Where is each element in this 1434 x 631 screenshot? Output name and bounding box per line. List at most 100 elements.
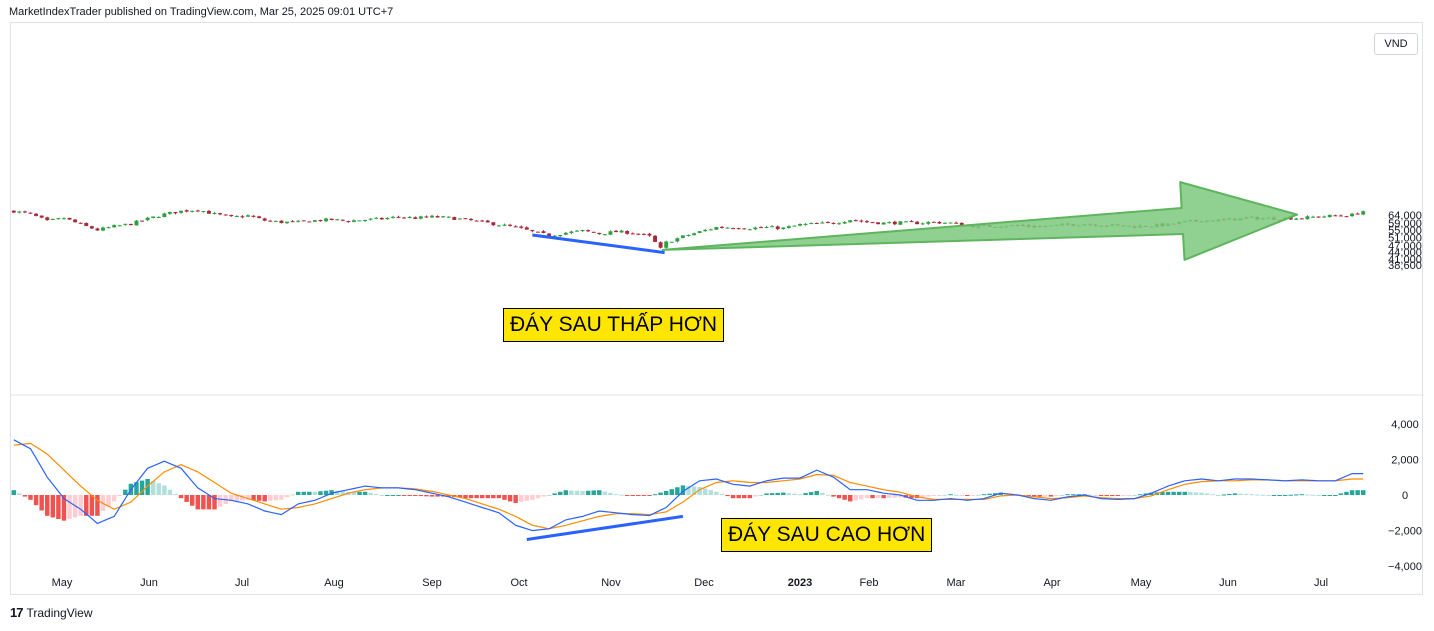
candle-up[interactable]	[563, 232, 568, 235]
candle-down[interactable]	[508, 224, 513, 226]
candle-down[interactable]	[218, 213, 223, 215]
candle-up[interactable]	[234, 216, 239, 218]
candle-down[interactable]	[547, 233, 552, 237]
candle-up[interactable]	[575, 230, 579, 232]
candle-up[interactable]	[943, 222, 947, 224]
candle-down[interactable]	[591, 231, 596, 233]
candle-up[interactable]	[117, 225, 122, 227]
candle-up[interactable]	[898, 221, 903, 225]
candle-down[interactable]	[396, 216, 401, 218]
candle-up[interactable]	[368, 218, 373, 220]
candle-down[interactable]	[1299, 218, 1304, 220]
candle-down[interactable]	[524, 227, 529, 230]
candle-down[interactable]	[636, 233, 641, 235]
candle-up[interactable]	[374, 217, 379, 219]
candle-up[interactable]	[1361, 211, 1366, 215]
candle-up[interactable]	[904, 221, 908, 223]
candle-up[interactable]	[151, 216, 156, 219]
candle-up[interactable]	[357, 220, 362, 222]
candle-down[interactable]	[892, 221, 897, 225]
candle-down[interactable]	[959, 222, 964, 226]
candle-up[interactable]	[112, 225, 117, 228]
candle-down[interactable]	[290, 221, 295, 223]
candle-up[interactable]	[770, 226, 775, 228]
candle-up[interactable]	[714, 227, 719, 230]
candle-up[interactable]	[809, 223, 814, 225]
candle-up[interactable]	[418, 216, 423, 219]
candle-down[interactable]	[184, 210, 189, 212]
candle-up[interactable]	[725, 227, 730, 229]
candle-up[interactable]	[781, 227, 786, 230]
candle-down[interactable]	[340, 219, 345, 221]
candle-down[interactable]	[251, 215, 256, 217]
candle-up[interactable]	[101, 227, 105, 231]
candle-up[interactable]	[391, 216, 395, 218]
candle-down[interactable]	[759, 227, 763, 229]
candle-down[interactable]	[463, 218, 468, 220]
candle-down[interactable]	[73, 219, 78, 223]
candle-down[interactable]	[491, 222, 496, 226]
candle-down[interactable]	[535, 231, 540, 233]
candle-down[interactable]	[931, 221, 936, 223]
candle-up[interactable]	[1322, 216, 1327, 218]
candle-up[interactable]	[948, 222, 953, 224]
candle-down[interactable]	[731, 228, 736, 230]
candle-up[interactable]	[1294, 218, 1299, 220]
candle-up[interactable]	[686, 235, 691, 237]
price-divergence-line[interactable]	[532, 233, 665, 255]
candle-up[interactable]	[324, 218, 329, 222]
candle-up[interactable]	[335, 219, 340, 221]
candle-up[interactable]	[1305, 216, 1310, 220]
candle-up[interactable]	[803, 223, 808, 225]
candle-down[interactable]	[452, 217, 457, 220]
candle-up[interactable]	[747, 229, 752, 231]
candle-up[interactable]	[246, 215, 250, 217]
candle-down[interactable]	[140, 220, 144, 222]
candle-up[interactable]	[820, 222, 825, 224]
candle-up[interactable]	[669, 241, 674, 243]
candle-up[interactable]	[441, 216, 446, 218]
candle-down[interactable]	[630, 233, 635, 235]
candle-up[interactable]	[430, 215, 434, 218]
candle-up[interactable]	[837, 223, 842, 225]
candle-up[interactable]	[708, 229, 713, 231]
candle-down[interactable]	[128, 223, 133, 226]
candle-down[interactable]	[1344, 216, 1349, 218]
candle-up[interactable]	[602, 234, 607, 236]
candle-up[interactable]	[179, 210, 184, 213]
candle-down[interactable]	[541, 231, 546, 233]
candle-down[interactable]	[435, 216, 440, 218]
candle-down[interactable]	[173, 212, 178, 214]
candle-down[interactable]	[318, 219, 323, 222]
candle-down[interactable]	[262, 218, 267, 221]
candle-down[interactable]	[736, 228, 741, 230]
candle-down[interactable]	[658, 242, 663, 248]
macd-line[interactable]	[13, 439, 1364, 532]
candle-up[interactable]	[887, 222, 892, 224]
candle-down[interactable]	[195, 210, 200, 212]
candle-down[interactable]	[775, 226, 780, 230]
candle-up[interactable]	[496, 225, 501, 227]
candle-down[interactable]	[909, 221, 914, 223]
candle-down[interactable]	[268, 220, 273, 222]
candle-down[interactable]	[279, 220, 284, 224]
candle-down[interactable]	[28, 212, 33, 214]
candle-down[interactable]	[1355, 213, 1360, 215]
candle-up[interactable]	[920, 223, 925, 225]
candle-down[interactable]	[831, 222, 836, 224]
candle-down[interactable]	[597, 232, 602, 235]
candle-down[interactable]	[474, 220, 479, 222]
chart-frame[interactable]: 38,600 41,000 44,000 47,000 51,000 55,000 59,0…	[10, 22, 1424, 595]
candle-up[interactable]	[106, 227, 111, 229]
candle-up[interactable]	[558, 234, 563, 237]
candle-up[interactable]	[619, 230, 624, 233]
candle-down[interactable]	[641, 233, 646, 235]
candle-down[interactable]	[11, 210, 16, 213]
currency-badge[interactable]: VND	[1374, 33, 1418, 55]
candle-up[interactable]	[753, 227, 758, 230]
macd-divergence-line[interactable]	[526, 514, 684, 541]
candle-up[interactable]	[1350, 213, 1355, 217]
candle-up[interactable]	[1311, 216, 1315, 218]
candle-down[interactable]	[329, 218, 334, 221]
candle-up[interactable]	[385, 217, 390, 220]
